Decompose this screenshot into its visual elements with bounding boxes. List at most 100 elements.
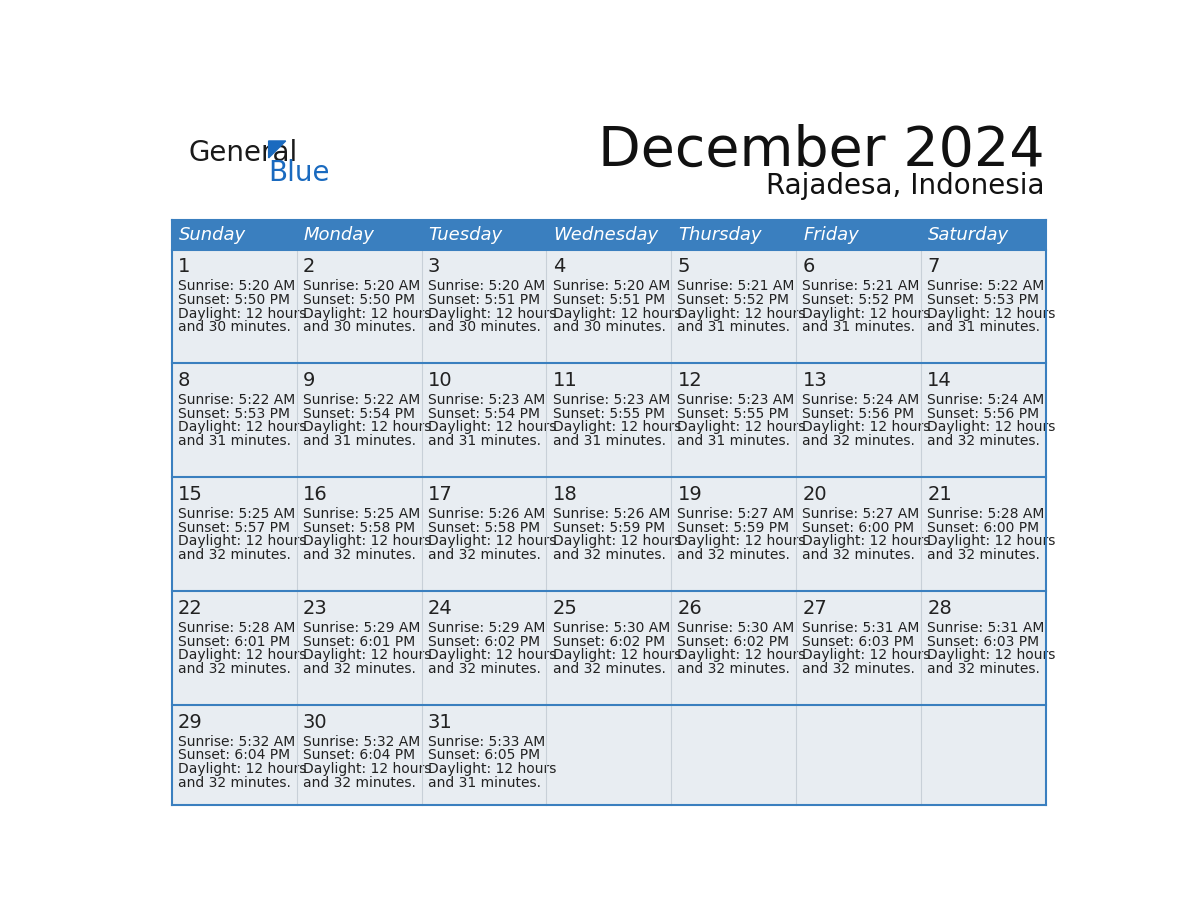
Text: Sunday: Sunday [178, 226, 246, 244]
Text: Daylight: 12 hours: Daylight: 12 hours [802, 534, 930, 548]
Text: Sunset: 6:01 PM: Sunset: 6:01 PM [178, 634, 290, 648]
Text: Daylight: 12 hours: Daylight: 12 hours [802, 648, 930, 663]
Text: Sunrise: 5:30 AM: Sunrise: 5:30 AM [677, 621, 795, 634]
Text: Rajadesa, Indonesia: Rajadesa, Indonesia [766, 172, 1044, 200]
Text: Daylight: 12 hours: Daylight: 12 hours [677, 534, 805, 548]
Text: 26: 26 [677, 599, 702, 618]
Text: 3: 3 [428, 257, 440, 276]
Text: Sunrise: 5:20 AM: Sunrise: 5:20 AM [552, 279, 670, 293]
Text: Daylight: 12 hours: Daylight: 12 hours [428, 762, 556, 777]
Text: Wednesday: Wednesday [554, 226, 658, 244]
Text: Sunrise: 5:20 AM: Sunrise: 5:20 AM [428, 279, 545, 293]
Text: 22: 22 [178, 599, 203, 618]
Text: 17: 17 [428, 485, 453, 504]
Text: Sunset: 5:51 PM: Sunset: 5:51 PM [428, 293, 539, 307]
Text: Daylight: 12 hours: Daylight: 12 hours [178, 307, 307, 320]
Text: and 32 minutes.: and 32 minutes. [677, 662, 790, 677]
Text: Sunset: 5:53 PM: Sunset: 5:53 PM [928, 293, 1040, 307]
Text: General: General [189, 140, 298, 167]
Text: 29: 29 [178, 713, 203, 732]
Text: Sunrise: 5:20 AM: Sunrise: 5:20 AM [178, 279, 295, 293]
Text: 5: 5 [677, 257, 690, 276]
Text: 13: 13 [802, 371, 827, 390]
Text: Sunrise: 5:32 AM: Sunrise: 5:32 AM [178, 734, 295, 749]
Text: Sunrise: 5:27 AM: Sunrise: 5:27 AM [802, 507, 920, 521]
Text: Daylight: 12 hours: Daylight: 12 hours [178, 534, 307, 548]
Text: 12: 12 [677, 371, 702, 390]
Text: 14: 14 [928, 371, 952, 390]
Text: 21: 21 [928, 485, 952, 504]
Text: Daylight: 12 hours: Daylight: 12 hours [303, 307, 431, 320]
Text: Sunset: 6:00 PM: Sunset: 6:00 PM [802, 521, 915, 534]
Text: Daylight: 12 hours: Daylight: 12 hours [802, 307, 930, 320]
Text: Sunrise: 5:30 AM: Sunrise: 5:30 AM [552, 621, 670, 634]
Text: Sunrise: 5:20 AM: Sunrise: 5:20 AM [303, 279, 421, 293]
Text: Sunset: 5:56 PM: Sunset: 5:56 PM [928, 407, 1040, 420]
Text: Sunset: 5:59 PM: Sunset: 5:59 PM [677, 521, 790, 534]
Text: Sunset: 6:00 PM: Sunset: 6:00 PM [928, 521, 1040, 534]
Text: and 32 minutes.: and 32 minutes. [552, 662, 665, 677]
Text: and 30 minutes.: and 30 minutes. [552, 320, 665, 334]
Text: and 32 minutes.: and 32 minutes. [303, 777, 416, 790]
Text: Sunrise: 5:24 AM: Sunrise: 5:24 AM [802, 393, 920, 407]
Text: Sunset: 5:57 PM: Sunset: 5:57 PM [178, 521, 290, 534]
Text: Sunset: 6:02 PM: Sunset: 6:02 PM [428, 634, 539, 648]
Text: and 30 minutes.: and 30 minutes. [428, 320, 541, 334]
Text: Sunrise: 5:25 AM: Sunrise: 5:25 AM [178, 507, 295, 521]
Text: 24: 24 [428, 599, 453, 618]
Text: and 31 minutes.: and 31 minutes. [428, 434, 541, 448]
Text: and 30 minutes.: and 30 minutes. [178, 320, 291, 334]
Text: 11: 11 [552, 371, 577, 390]
Text: 2: 2 [303, 257, 315, 276]
Text: Sunset: 6:05 PM: Sunset: 6:05 PM [428, 748, 539, 763]
Text: 25: 25 [552, 599, 577, 618]
Text: Sunrise: 5:25 AM: Sunrise: 5:25 AM [303, 507, 421, 521]
Text: 16: 16 [303, 485, 328, 504]
Text: Sunset: 6:01 PM: Sunset: 6:01 PM [303, 634, 415, 648]
Text: and 32 minutes.: and 32 minutes. [552, 548, 665, 563]
Text: 7: 7 [928, 257, 940, 276]
Text: Daylight: 12 hours: Daylight: 12 hours [428, 307, 556, 320]
Text: Sunset: 5:59 PM: Sunset: 5:59 PM [552, 521, 665, 534]
Text: 19: 19 [677, 485, 702, 504]
Text: Sunset: 5:50 PM: Sunset: 5:50 PM [178, 293, 290, 307]
Text: Daylight: 12 hours: Daylight: 12 hours [552, 648, 681, 663]
Text: Daylight: 12 hours: Daylight: 12 hours [552, 534, 681, 548]
Text: Sunset: 6:04 PM: Sunset: 6:04 PM [303, 748, 415, 763]
Text: Sunrise: 5:24 AM: Sunrise: 5:24 AM [928, 393, 1044, 407]
Text: and 32 minutes.: and 32 minutes. [178, 662, 291, 677]
Text: Sunset: 5:53 PM: Sunset: 5:53 PM [178, 407, 290, 420]
Text: Friday: Friday [803, 226, 859, 244]
Text: 8: 8 [178, 371, 190, 390]
Text: Daylight: 12 hours: Daylight: 12 hours [928, 420, 1056, 434]
Text: Sunset: 5:50 PM: Sunset: 5:50 PM [303, 293, 415, 307]
Text: and 32 minutes.: and 32 minutes. [428, 662, 541, 677]
Text: Sunset: 5:58 PM: Sunset: 5:58 PM [303, 521, 415, 534]
Text: Daylight: 12 hours: Daylight: 12 hours [552, 420, 681, 434]
Text: and 32 minutes.: and 32 minutes. [928, 434, 1041, 448]
Text: Daylight: 12 hours: Daylight: 12 hours [178, 648, 307, 663]
Text: and 31 minutes.: and 31 minutes. [802, 320, 916, 334]
Text: Sunrise: 5:21 AM: Sunrise: 5:21 AM [802, 279, 920, 293]
Text: Saturday: Saturday [928, 226, 1009, 244]
Text: and 31 minutes.: and 31 minutes. [677, 434, 790, 448]
Text: Sunrise: 5:22 AM: Sunrise: 5:22 AM [928, 279, 1044, 293]
Text: Daylight: 12 hours: Daylight: 12 hours [178, 762, 307, 777]
Text: Daylight: 12 hours: Daylight: 12 hours [303, 420, 431, 434]
Text: 27: 27 [802, 599, 827, 618]
Text: Sunset: 5:55 PM: Sunset: 5:55 PM [552, 407, 664, 420]
Text: Sunrise: 5:21 AM: Sunrise: 5:21 AM [677, 279, 795, 293]
Text: Daylight: 12 hours: Daylight: 12 hours [428, 420, 556, 434]
Text: Daylight: 12 hours: Daylight: 12 hours [928, 307, 1056, 320]
Text: and 32 minutes.: and 32 minutes. [178, 777, 291, 790]
Text: Tuesday: Tuesday [429, 226, 503, 244]
Text: and 32 minutes.: and 32 minutes. [677, 548, 790, 563]
Bar [172, 220, 1045, 250]
Text: Blue: Blue [268, 160, 330, 187]
Text: Sunrise: 5:29 AM: Sunrise: 5:29 AM [428, 621, 545, 634]
Text: and 32 minutes.: and 32 minutes. [928, 548, 1041, 563]
Text: Daylight: 12 hours: Daylight: 12 hours [303, 762, 431, 777]
Text: and 30 minutes.: and 30 minutes. [303, 320, 416, 334]
Text: and 31 minutes.: and 31 minutes. [178, 434, 291, 448]
Text: 23: 23 [303, 599, 328, 618]
